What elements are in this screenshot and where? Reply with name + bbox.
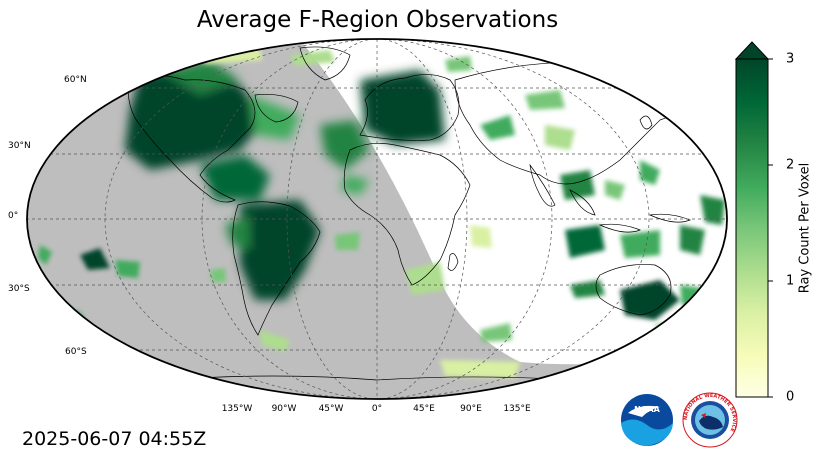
map-boundary	[26, 38, 728, 400]
colorbar-tick-0: 0	[786, 389, 795, 405]
noaa-logo-text: NOAA	[634, 405, 660, 414]
lon-label-0: 0°	[371, 404, 383, 414]
colorbar-tick-1: 1	[786, 273, 795, 289]
lon-label-45w: 45°W	[318, 404, 344, 414]
lat-label-30s: 30°S	[8, 284, 30, 294]
colorbar-gradient	[735, 58, 769, 398]
nws-logo-icon: NATIONAL WEATHER SERVICE	[682, 392, 738, 448]
timestamp: 2025-06-07 04:55Z	[22, 428, 207, 450]
colorbar-tick-3: 3	[786, 51, 795, 67]
lon-label-45e: 45°E	[413, 404, 435, 414]
lon-label-90e: 90°E	[460, 404, 482, 414]
lat-label-60n: 60°N	[64, 75, 87, 85]
lat-label-60s: 60°S	[65, 347, 87, 357]
map-title: Average F-Region Observations	[196, 7, 559, 33]
colorbar-tick-2: 2	[786, 157, 795, 173]
lon-label-135e: 135°E	[503, 404, 531, 414]
colorbar-extend-arrow	[734, 41, 770, 60]
lon-label-90w: 90°W	[271, 404, 297, 414]
colorbar	[734, 41, 773, 398]
lon-label-135w: 135°W	[221, 404, 253, 414]
lat-label-0: 0°	[8, 211, 19, 221]
noaa-logo-icon: NOAA	[621, 394, 673, 446]
colorbar-label: Ray Count Per Voxel	[797, 162, 813, 294]
lat-label-30n: 30°N	[8, 141, 31, 151]
